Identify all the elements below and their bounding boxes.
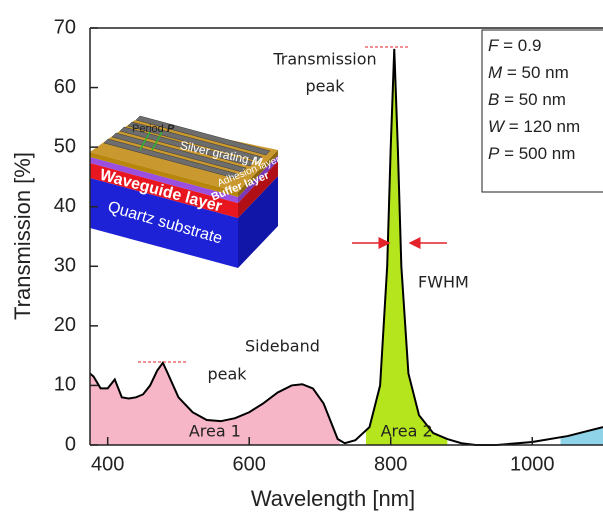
annotation: peak — [207, 365, 247, 384]
x-tick-label: 600 — [233, 453, 266, 475]
parameter-value: = 50 nm — [499, 90, 566, 109]
parameter: P = 500 nm — [488, 144, 575, 163]
chart: Period P Silver grating M Adhesion layer… — [0, 0, 603, 513]
parameter: F = 0.9 — [488, 36, 541, 55]
parameter: W = 120 nm — [488, 117, 580, 136]
annotation: peak — [305, 77, 345, 96]
parameter-value: = 0.9 — [498, 36, 541, 55]
parameter-symbol: B — [488, 90, 499, 109]
parameter-value: = 50 nm — [502, 63, 569, 82]
y-tick-label: 0 — [65, 433, 76, 455]
annotation: FWHM — [418, 273, 469, 292]
y-tick-label: 70 — [54, 16, 76, 38]
parameter-symbol: P — [488, 144, 500, 163]
annotation: Transmission — [272, 50, 376, 69]
area-label: Area 1 — [189, 422, 241, 441]
x-tick-label: 1000 — [510, 453, 555, 475]
y-tick-label: 50 — [54, 135, 76, 157]
x-tick-label: 800 — [374, 453, 407, 475]
y-tick-label: 40 — [54, 195, 76, 217]
area-label: Area 2 — [381, 422, 433, 441]
x-tick-label: 400 — [91, 453, 124, 475]
y-axis-title: Transmission [%] — [10, 152, 35, 320]
inset-label: Period P — [132, 123, 175, 135]
parameter: B = 50 nm — [488, 90, 566, 109]
parameter-symbol: M — [488, 63, 503, 82]
parameter-value: = 120 nm — [504, 117, 580, 136]
parameter: M = 50 nm — [488, 63, 569, 82]
y-tick-label: 10 — [54, 374, 76, 396]
inset-label-symbol: P — [167, 123, 175, 135]
x-axis-title: Wavelength [nm] — [251, 486, 415, 511]
parameter-value: = 500 nm — [499, 144, 575, 163]
y-tick-label: 60 — [54, 76, 76, 98]
y-tick-label: 30 — [54, 255, 76, 277]
area-fill — [366, 49, 447, 445]
inset-label-text: Period — [132, 123, 167, 135]
annotation: Sideband — [245, 337, 320, 356]
y-tick-label: 20 — [54, 314, 76, 336]
